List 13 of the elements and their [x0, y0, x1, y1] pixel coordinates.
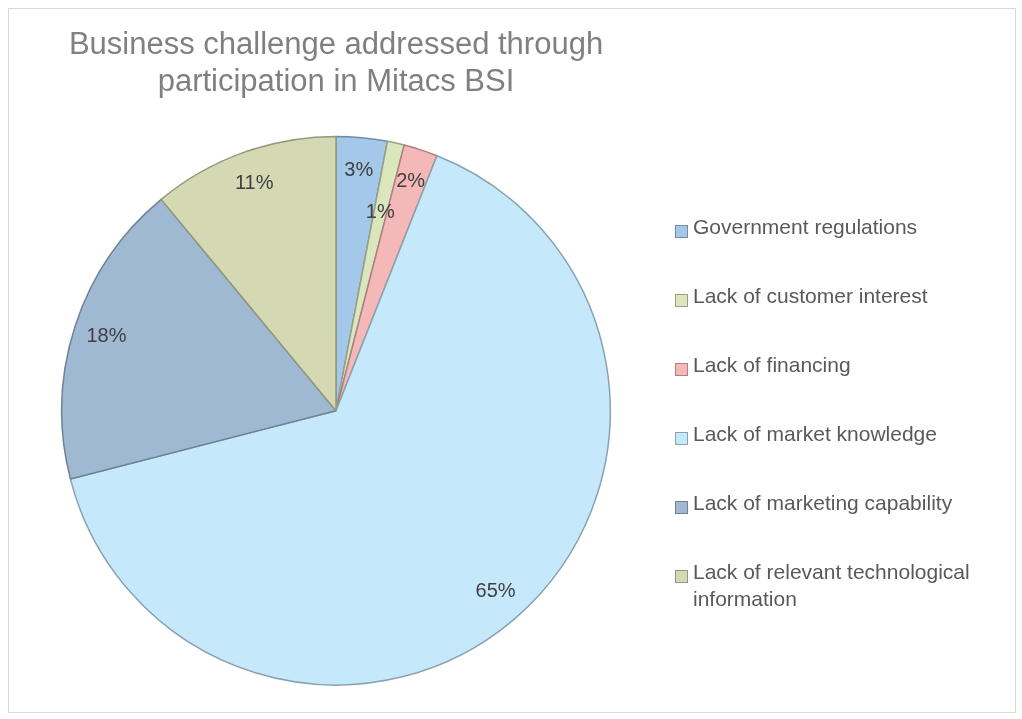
data-label: 18%	[86, 323, 127, 346]
data-label: 1%	[365, 200, 395, 223]
data-label: 2%	[396, 168, 426, 191]
data-label: 3%	[344, 157, 374, 180]
data-label: 11%	[234, 171, 274, 194]
legend-label: Lack of financing	[693, 352, 851, 378]
legend-label: Lack of relevant technological information	[693, 559, 971, 612]
data-label: 65%	[475, 579, 516, 602]
chart-title: Business challenge addressed through participation in Mitacs BSI	[68, 26, 604, 99]
legend-label: Lack of customer interest	[693, 283, 928, 309]
legend-label: Government regulations	[693, 214, 918, 240]
legend-label: Lack of market knowledge	[693, 421, 937, 447]
legend-label: Lack of marketing capability	[693, 490, 953, 516]
